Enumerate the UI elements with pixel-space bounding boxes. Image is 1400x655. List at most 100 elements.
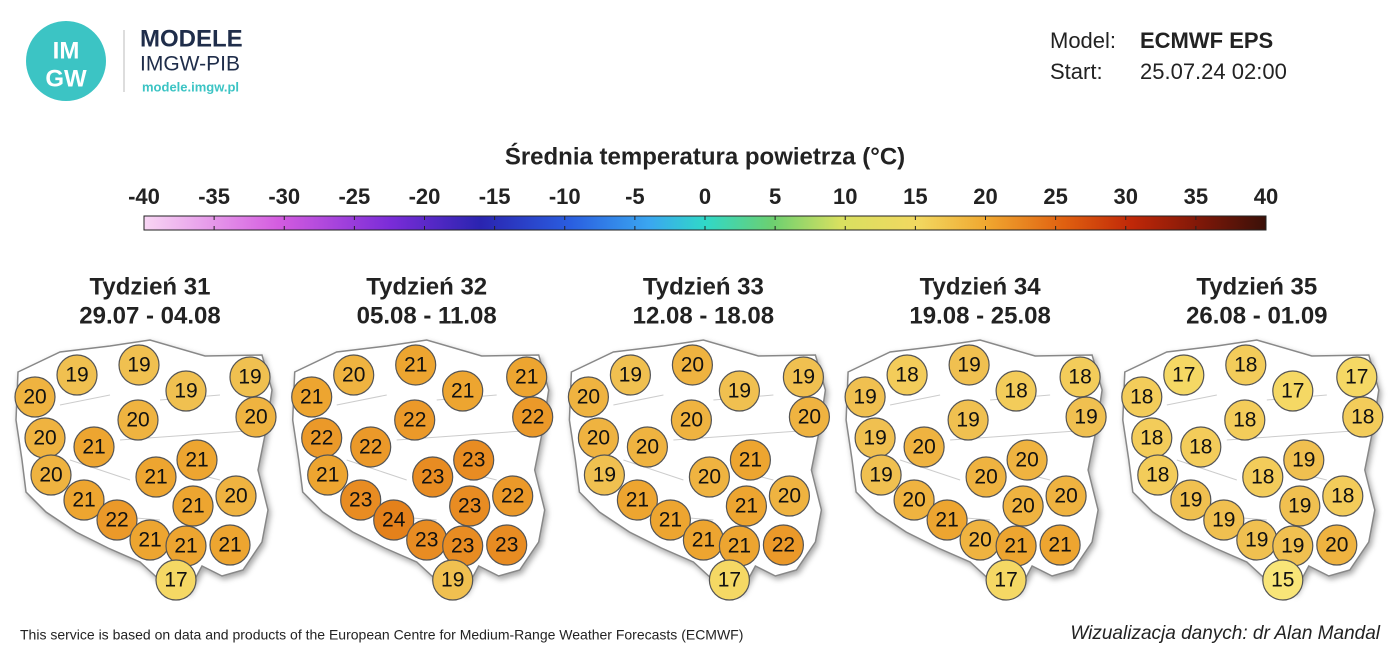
temp-value: 20 <box>778 485 801 508</box>
temp-value: 18 <box>1351 406 1374 429</box>
temp-value: 19 <box>853 386 876 409</box>
temp-circle <box>1272 370 1314 412</box>
temp-value: 19 <box>956 409 979 432</box>
temp-value: 21 <box>316 464 339 487</box>
brand: MODELE <box>140 25 243 52</box>
temp-value: 23 <box>462 449 485 472</box>
colorbar-title: Średnia temperatura powietrza (°C) <box>505 142 905 170</box>
temp-circle <box>442 370 484 412</box>
region-border <box>336 394 387 406</box>
temp-value: 21 <box>1048 534 1071 557</box>
week-dates: 05.08 - 11.08 <box>357 302 497 329</box>
temp-value: 18 <box>1004 380 1027 403</box>
temp-circle <box>985 559 1027 601</box>
start-label: Start: <box>1050 59 1103 84</box>
temp-circle <box>394 399 436 441</box>
temp-value: 18 <box>895 364 918 387</box>
temp-circle <box>307 454 349 496</box>
temp-value: 19 <box>869 464 892 487</box>
temp-circle <box>340 479 382 521</box>
temp-value: 19 <box>1074 406 1097 429</box>
temp-circle <box>860 454 902 496</box>
temp-value: 21 <box>659 509 682 532</box>
temp-value: 18 <box>1251 466 1274 489</box>
url[interactable]: modele.imgw.pl <box>142 79 239 94</box>
credit: Wizualizacja danych: dr Alan Mandal <box>1070 623 1380 644</box>
temp-circle <box>1342 396 1384 438</box>
temp-circle <box>506 356 548 398</box>
temp-circle <box>1045 475 1087 517</box>
temp-circle <box>609 354 652 396</box>
temp-value: 19 <box>728 380 751 403</box>
colorbar-tick-label: 20 <box>973 184 997 209</box>
logo: IM GW MODELE IMGW-PIB modele.imgw.pl <box>26 21 243 101</box>
region-border <box>890 394 941 406</box>
region-border <box>623 459 684 481</box>
temp-circle <box>1006 439 1048 481</box>
temp-circle <box>373 499 415 541</box>
temp-circle <box>209 524 251 566</box>
model: ECMWF EPS <box>1140 28 1273 53</box>
colorbar-tick-label: 25 <box>1043 184 1067 209</box>
colorbar-tick-label: -25 <box>338 184 370 209</box>
temp-circle <box>886 354 928 396</box>
temp-circle <box>63 479 105 521</box>
temp-circle <box>333 354 375 396</box>
temp-value: 19 <box>127 354 150 377</box>
colorbar-tick-label: 0 <box>699 184 711 209</box>
temp-value: 22 <box>772 534 795 557</box>
temp-circle <box>1170 479 1212 521</box>
temp-circle <box>688 456 731 498</box>
temp-value: 20 <box>577 386 600 409</box>
temp-value: 18 <box>1068 366 1091 389</box>
colorbar-tick-label: -30 <box>268 184 300 209</box>
temp-circle <box>1283 439 1325 481</box>
temp-circle <box>567 376 610 418</box>
temp-value: 21 <box>451 380 474 403</box>
temp-circle <box>788 396 831 438</box>
temp-circle <box>947 399 989 441</box>
temp-circle <box>235 396 277 438</box>
temp-circle <box>117 399 159 441</box>
temp-circle <box>729 439 772 481</box>
temp-value: 19 <box>174 380 197 403</box>
temp-circle <box>96 499 138 541</box>
temp-circle <box>1336 356 1378 398</box>
temp-circle <box>492 475 534 517</box>
temp-value: 17 <box>1281 380 1304 403</box>
org: IMGW-PIB <box>140 53 240 76</box>
week-dates: 29.07 - 04.08 <box>79 302 220 329</box>
week-title: Tydzień 35 <box>1196 273 1317 300</box>
temp-circle <box>118 344 160 386</box>
temp-circle <box>155 559 197 601</box>
temp-value: 20 <box>798 406 821 429</box>
temp-value: 19 <box>1292 449 1315 472</box>
temp-circle <box>1002 485 1044 527</box>
temp-value: 21 <box>72 489 95 512</box>
temp-circle <box>768 475 811 517</box>
temp-circle <box>1065 396 1107 438</box>
region-border <box>1166 394 1217 406</box>
temp-value: 23 <box>415 529 438 552</box>
temp-value: 18 <box>1130 386 1153 409</box>
temp-circle <box>1224 399 1266 441</box>
temp-value: 22 <box>310 427 333 450</box>
temp-circle <box>670 399 713 441</box>
temp-circle <box>1262 559 1304 601</box>
temp-value: 18 <box>1189 436 1212 459</box>
temp-value: 21 <box>404 354 427 377</box>
temp-circle <box>1279 485 1321 527</box>
temp-circle <box>432 559 474 601</box>
temp-value: 21 <box>935 509 958 532</box>
colorbar-tick-label: -10 <box>549 184 581 209</box>
temp-value: 15 <box>1271 569 1294 592</box>
temp-circle <box>948 344 990 386</box>
temp-value: 21 <box>515 366 538 389</box>
temp-circle <box>135 456 177 498</box>
temp-circle <box>1225 344 1267 386</box>
temp-value: 21 <box>174 535 197 558</box>
temp-value: 20 <box>636 436 659 459</box>
region-border <box>69 459 131 481</box>
